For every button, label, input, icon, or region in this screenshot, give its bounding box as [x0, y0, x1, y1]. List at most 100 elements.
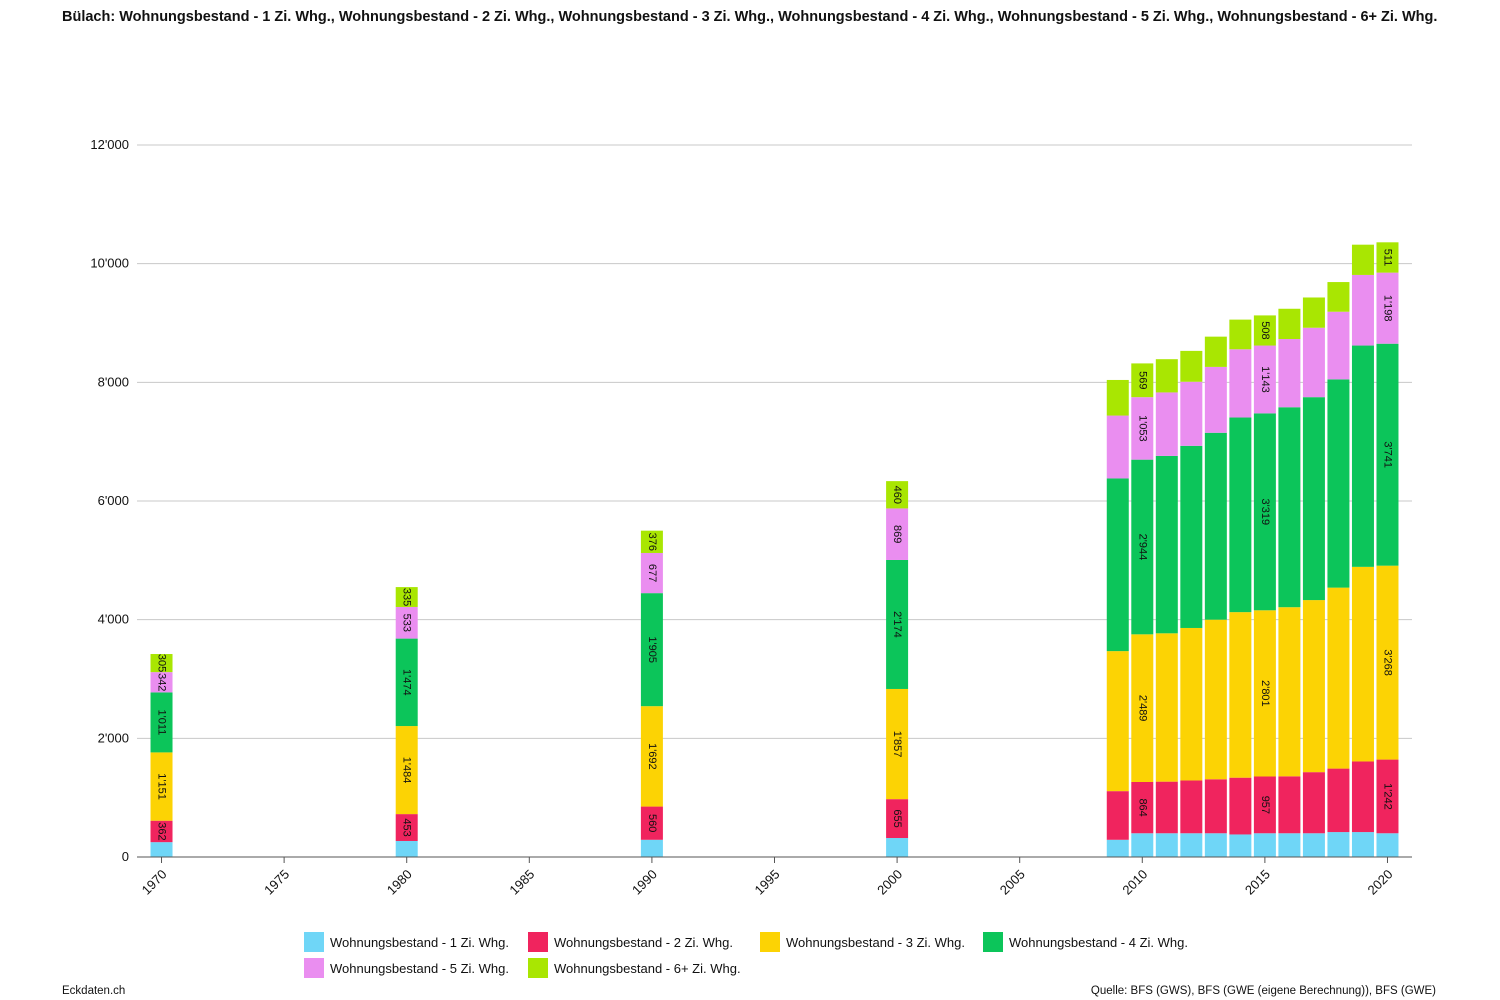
legend-label: Wohnungsbestand - 6+ Zi. Whg. [554, 960, 741, 976]
bar-segment [150, 842, 173, 857]
bar-segment [1131, 634, 1154, 783]
legend-swatch [304, 932, 324, 952]
bar-segment [1302, 772, 1325, 834]
bar-data-label: 2'174 [891, 611, 903, 638]
bar-data-label: 335 [401, 588, 413, 606]
bar-segment [1253, 345, 1276, 414]
bar-segment [1180, 445, 1203, 628]
bar-segment [1302, 833, 1325, 857]
x-tick-label: 2005 [997, 867, 1028, 898]
bar-segment [1131, 782, 1154, 834]
legend-label: Wohnungsbestand - 3 Zi. Whg. [786, 934, 965, 950]
bar-segment [1155, 455, 1178, 634]
legend-swatch [983, 932, 1003, 952]
bar-segment [1376, 343, 1399, 566]
x-tick-label: 1970 [139, 867, 170, 898]
bar-data-label: 2'944 [1136, 534, 1148, 561]
bar-segment [1204, 833, 1227, 857]
x-tick-label: 1995 [752, 867, 783, 898]
bar-segment [1302, 600, 1325, 773]
bar-segment [150, 654, 173, 673]
bar-segment [640, 593, 663, 707]
bar-segment [1376, 242, 1399, 273]
bar-segment [1302, 397, 1325, 601]
bar-data-label: 569 [1136, 371, 1148, 389]
bar-segment [1131, 459, 1154, 635]
bar-segment [1204, 366, 1227, 433]
x-tick-label: 2015 [1242, 867, 1273, 898]
legend-swatch [528, 932, 548, 952]
bar-segment [1351, 274, 1374, 346]
bar-segment [886, 481, 909, 509]
bar-segment [1229, 319, 1252, 350]
bar-segment [1278, 407, 1301, 608]
legend-item: Wohnungsbestand - 3 Zi. Whg. [760, 932, 965, 952]
bar-data-label: 957 [1259, 796, 1271, 814]
y-tick-label: 2'000 [98, 730, 129, 745]
bar-data-label: 1'474 [401, 669, 413, 696]
bar-segment [1253, 413, 1276, 611]
x-tick-label: 1975 [261, 867, 292, 898]
bar-segment [886, 559, 909, 689]
bar-segment [1180, 350, 1203, 382]
legend-label: Wohnungsbestand - 2 Zi. Whg. [554, 934, 733, 950]
x-tick-label: 2000 [874, 867, 905, 898]
y-tick-label: 6'000 [98, 493, 129, 508]
bar-segment [1351, 244, 1374, 275]
bar-segment [1155, 359, 1178, 393]
bar-data-label: 1'484 [401, 757, 413, 784]
x-tick-label: 1980 [384, 867, 415, 898]
bar-segment [1106, 415, 1129, 479]
bar-segment [1376, 565, 1399, 760]
y-tick-label: 4'000 [98, 612, 129, 627]
bar-segment [395, 840, 418, 857]
bar-segment [1106, 791, 1129, 840]
bar-segment [395, 726, 418, 815]
bar-segment [1180, 780, 1203, 834]
x-tick-label: 2010 [1119, 867, 1150, 898]
bar-segment [1229, 612, 1252, 778]
bar-segment [1327, 282, 1350, 312]
bar-segment [1229, 777, 1252, 835]
bar-data-label: 1'053 [1136, 415, 1148, 442]
bar-segment [1155, 781, 1178, 834]
bar-segment [150, 820, 173, 843]
bar-data-label: 869 [891, 525, 903, 543]
bar-segment [886, 508, 909, 560]
bar-data-label: 677 [646, 564, 658, 582]
bar-data-label: 864 [1136, 798, 1148, 816]
legend-item: Wohnungsbestand - 6+ Zi. Whg. [528, 958, 741, 978]
y-tick-label: 12'000 [90, 137, 129, 152]
bar-segment [1376, 272, 1399, 344]
bar-data-label: 460 [891, 486, 903, 504]
y-tick-label: 0 [122, 849, 129, 864]
bar-data-label: 2'489 [1136, 695, 1148, 722]
bar-data-label: 1'151 [156, 773, 168, 800]
footer-brand: Eckdaten.ch [62, 985, 126, 997]
bar-data-label: 508 [1259, 321, 1271, 339]
y-tick-label: 10'000 [90, 256, 129, 271]
bar-segment [1180, 381, 1203, 446]
bar-segment [1229, 834, 1252, 857]
bar-segment [1204, 336, 1227, 367]
bar-data-label: 3'268 [1381, 649, 1393, 676]
x-tick-label: 1990 [629, 867, 660, 898]
legend-item: Wohnungsbestand - 1 Zi. Whg. [304, 932, 509, 952]
bar-segment [1351, 761, 1374, 833]
bar-segment [640, 530, 663, 553]
bar-segment [640, 706, 663, 807]
bar-segment [1376, 833, 1399, 857]
x-tick-label: 1985 [506, 867, 537, 898]
bar-data-label: 1'905 [646, 636, 658, 663]
bar-segment [395, 587, 418, 607]
bar-segment [1131, 397, 1154, 460]
bar-segment [1106, 478, 1129, 652]
bar-segment [1327, 379, 1350, 588]
bar-segment [1376, 759, 1399, 834]
bar-segment [640, 839, 663, 857]
bar-data-label: 3'319 [1259, 499, 1271, 526]
bar-data-label: 342 [156, 673, 168, 691]
bar-segment [1131, 833, 1154, 857]
